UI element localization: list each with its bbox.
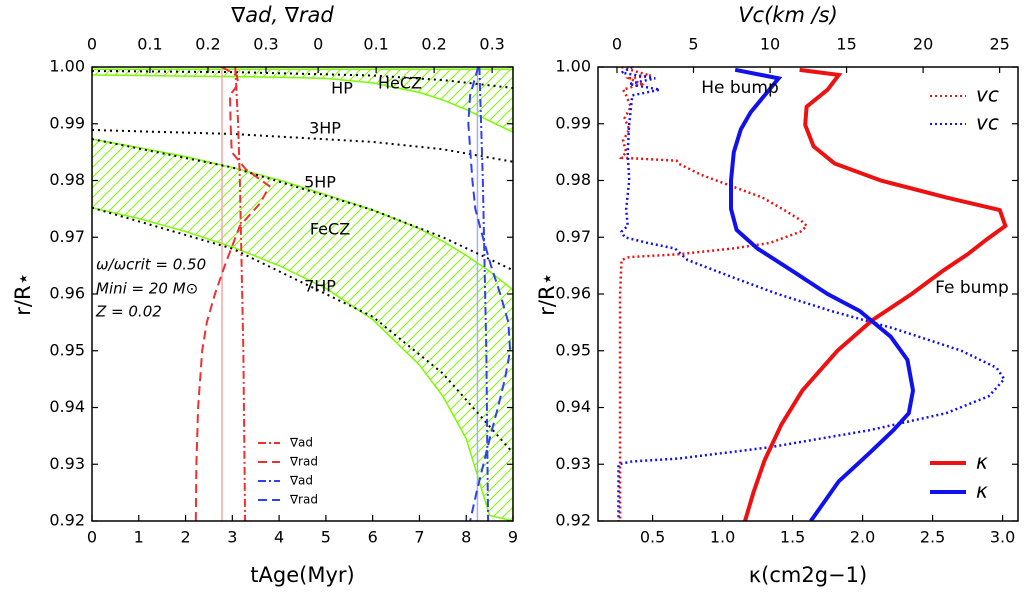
x2-tick-label: 10	[760, 35, 780, 54]
zone-label: HeCZ	[378, 74, 422, 93]
x-tick-label: 8	[461, 528, 471, 547]
x2-tick-label: 0.2	[195, 35, 220, 54]
x2-axis-label: ∇ad, ∇rad	[230, 3, 334, 27]
profile-line	[729, 67, 916, 521]
panel: HeCZ FeCZ HP 3HP 5HP 7HP ∇ad ∇rad ∇ad ∇rad 0 1 2 3 4 5 6…	[11, 3, 518, 587]
y-tick-label: 0.99	[49, 113, 85, 132]
x-axis-label: tAge(Myr)	[250, 563, 354, 587]
legend-label: vc	[976, 83, 999, 107]
x2-tick-label: 0.2	[421, 35, 446, 54]
y-tick-label: 0.97	[555, 227, 591, 246]
profile-line	[467, 67, 512, 521]
x2-tick-label: 15	[836, 35, 856, 54]
profile-line	[478, 67, 490, 521]
convective-zone	[92, 68, 513, 134]
y-tick-label: 0.96	[49, 284, 85, 303]
x-tick-label: 1.0	[710, 528, 735, 547]
legend-label: vc	[976, 111, 999, 135]
x2-tick-label: 0.3	[479, 35, 504, 54]
x2-tick-label: 25	[989, 35, 1009, 54]
x-tick-label: 4	[274, 528, 284, 547]
annotation: Fe bump	[935, 278, 1009, 298]
x-tick-label: 9	[508, 528, 518, 547]
legend-label: κ	[976, 479, 988, 503]
legend-label: ∇ad	[289, 436, 313, 450]
x-tick-label: 3.0	[990, 528, 1015, 547]
legend-label: ∇ad	[289, 474, 313, 488]
scale-height-line	[92, 206, 513, 454]
x-tick-label: 3	[227, 528, 237, 547]
annotation: ω/ωcrit = 0.50	[96, 256, 206, 274]
y-tick-label: 0.92	[49, 511, 85, 530]
x-tick-label: 1.5	[780, 528, 805, 547]
x2-tick-label: 0	[612, 35, 622, 54]
y-tick-label: 0.92	[555, 511, 591, 530]
y-tick-label: 0.94	[555, 397, 591, 416]
annotation: Mini = 20 M⊙	[96, 280, 198, 298]
y-tick-label: 0.99	[555, 113, 591, 132]
y-axis-label: r/R⋆	[11, 272, 35, 315]
y-tick-label: 1.00	[555, 57, 591, 76]
y-tick-label: 0.93	[555, 454, 591, 473]
x-tick-label: 2.5	[920, 528, 945, 547]
annotation: Z = 0.02	[95, 303, 162, 321]
y-axis-label: r/R⋆	[535, 272, 559, 315]
x2-tick-label: 0.1	[363, 35, 388, 54]
profile-line	[234, 67, 247, 521]
legend-label: ∇rad	[289, 455, 318, 469]
x-tick-label: 7	[414, 528, 424, 547]
x-tick-label: 6	[368, 528, 378, 547]
x2-tick-label: 0	[313, 35, 323, 54]
annotation: He bump	[701, 78, 779, 98]
profile-line	[194, 67, 271, 521]
x2-axis-label: Vc(km /s)	[738, 3, 838, 27]
x2-tick-label: 0.1	[137, 35, 162, 54]
y-tick-label: 0.96	[555, 284, 591, 303]
x-tick-label: 5	[321, 528, 331, 547]
x2-tick-label: 5	[688, 35, 698, 54]
x-tick-label: 1	[134, 528, 144, 547]
convective-zone	[92, 138, 513, 521]
legend-label: ∇rad	[289, 493, 318, 507]
profile-line	[617, 67, 1006, 521]
y-tick-label: 0.94	[49, 397, 85, 416]
y-tick-label: 1.00	[49, 57, 85, 76]
x2-tick-label: 0.3	[253, 35, 278, 54]
profile-line	[618, 67, 809, 521]
x2-tick-label: 20	[913, 35, 933, 54]
zone-label: FeCZ	[310, 220, 350, 239]
x-tick-label: 2.0	[850, 528, 875, 547]
scale-height-label: 7HP	[304, 277, 336, 296]
y-tick-label: 0.98	[555, 170, 591, 189]
scale-height-label: 3HP	[309, 119, 341, 138]
y-tick-label: 0.97	[49, 227, 85, 246]
panel: vc vc κκ 0.5 1.0 1.5 2.0 2.5 3.0 0 5 10 15 20 25 0.92 0.…	[535, 3, 1019, 587]
scale-height-label: HP	[331, 79, 353, 98]
x-tick-label: 2	[180, 528, 190, 547]
y-tick-label: 0.95	[555, 340, 591, 359]
y-tick-label: 0.93	[49, 454, 85, 473]
x-axis-label: κ(cm2g−1)	[749, 563, 867, 587]
x-tick-label: 0	[87, 528, 97, 547]
scale-height-line	[92, 138, 513, 272]
x-tick-label: 0.5	[640, 528, 665, 547]
y-tick-label: 0.98	[49, 170, 85, 189]
profile-line	[743, 67, 1008, 521]
y-tick-label: 0.95	[49, 340, 85, 359]
x2-tick-label: 0	[87, 35, 97, 54]
legend-label: κ	[976, 450, 988, 474]
scale-height-label: 5HP	[304, 173, 336, 192]
